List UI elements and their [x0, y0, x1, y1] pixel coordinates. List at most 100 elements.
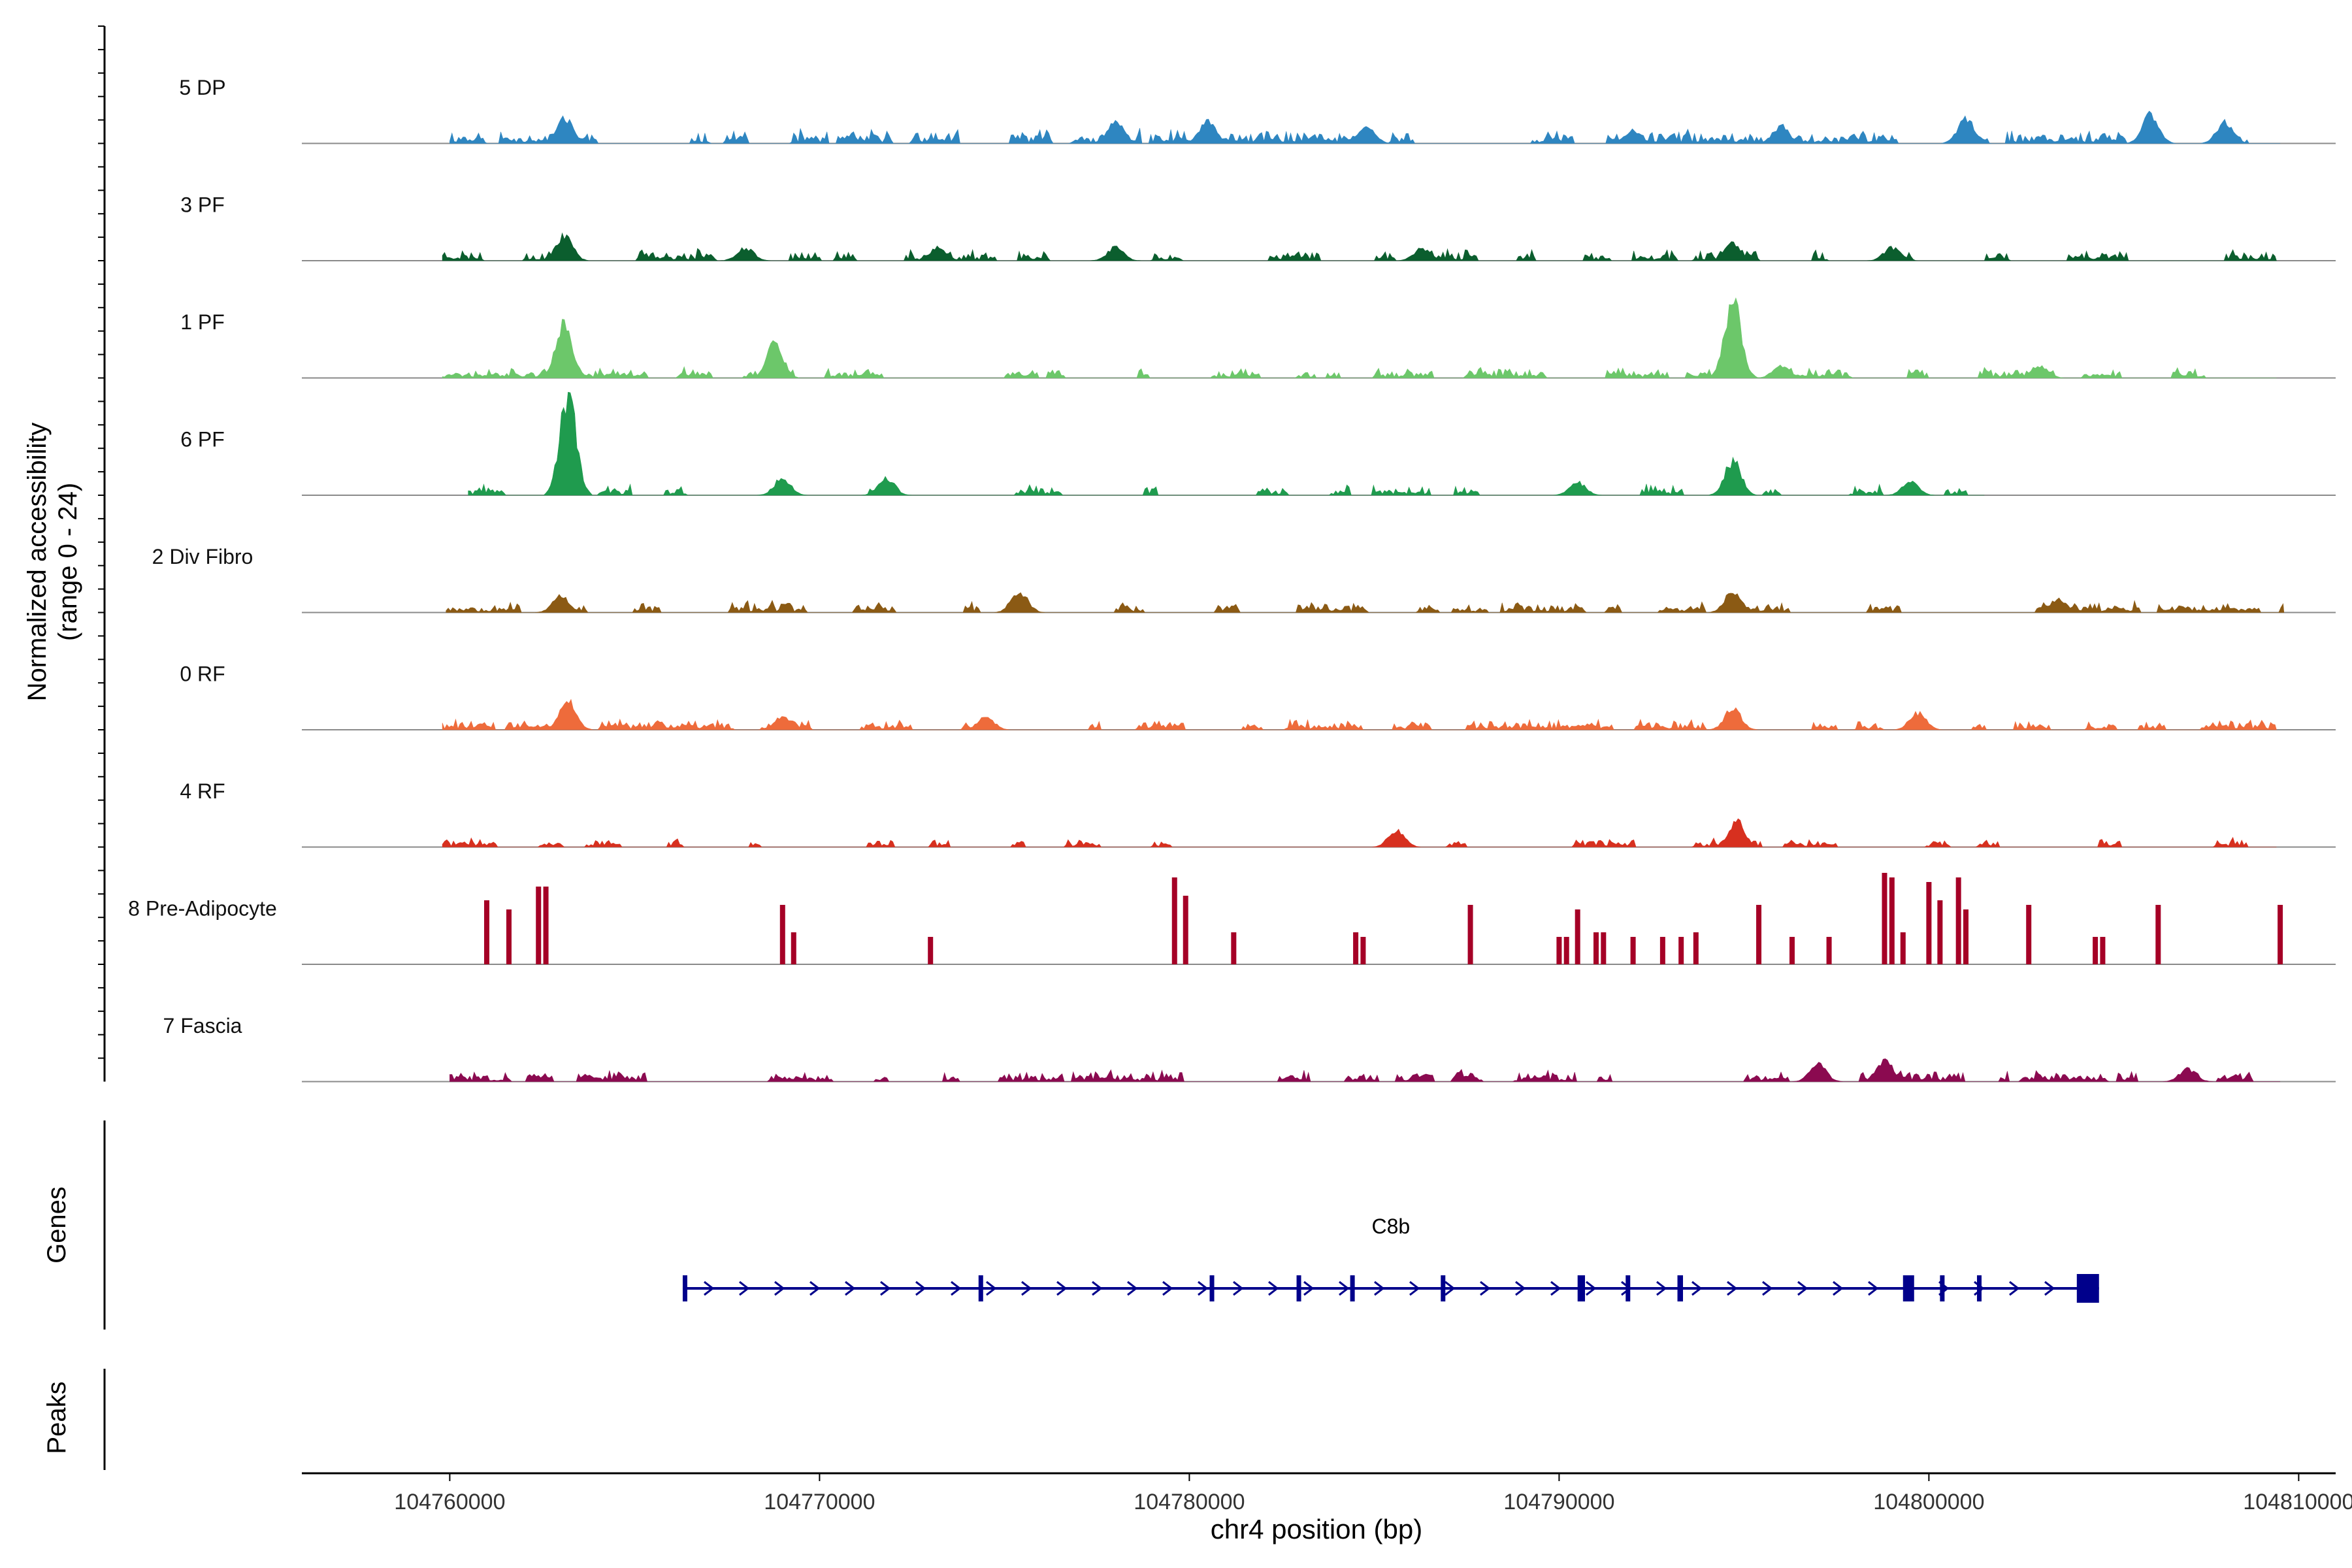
- track-label: 4 RF: [180, 779, 225, 803]
- gene-exon: [1677, 1275, 1684, 1301]
- coverage-bar: [2155, 905, 2161, 964]
- strand-arrow: [739, 1281, 750, 1296]
- coverage-bar: [1575, 909, 1580, 964]
- coverage-area: [442, 297, 2277, 378]
- coverage-bar: [1963, 909, 1968, 964]
- strand-arrow: [1727, 1281, 1738, 1296]
- peaks-panel-label: Peaks: [42, 1381, 71, 1454]
- strand-arrow: [880, 1281, 891, 1296]
- gene-exon: [1209, 1275, 1215, 1301]
- track-0-rf: 0 RF: [180, 662, 2336, 730]
- strand-arrow: [1021, 1281, 1032, 1296]
- coverage-bar: [1678, 937, 1684, 964]
- coverage-bar: [1467, 905, 1473, 964]
- strand-arrow: [1162, 1281, 1173, 1296]
- coverage-bar: [1593, 932, 1599, 964]
- track-5-dp: 5 DP: [179, 76, 2336, 144]
- gene-exon: [682, 1275, 687, 1301]
- x-tick-label: 104780000: [1134, 1490, 1245, 1514]
- strand-arrow: [1480, 1281, 1491, 1296]
- coverage-area: [468, 391, 1985, 496]
- coverage-bar: [2100, 937, 2106, 964]
- track-label: 5 DP: [179, 76, 225, 99]
- track-label: 6 PF: [180, 428, 225, 451]
- strand-arrow: [1691, 1281, 1703, 1296]
- y-axis-label-line1: Normalized accessibility: [23, 423, 52, 702]
- strand-arrow: [1303, 1281, 1315, 1296]
- coverage-area: [446, 592, 2285, 613]
- gene-exon: [1625, 1275, 1631, 1301]
- strand-arrow: [1445, 1281, 1456, 1296]
- gene-exon: [1350, 1275, 1355, 1301]
- strand-arrow: [1868, 1281, 1879, 1296]
- strand-arrow: [1833, 1281, 1844, 1296]
- strand-arrow: [1339, 1281, 1350, 1296]
- tracks-layer: 5 DP 3 PF 1 PF 6 PF 2 Div Fibro 0 RF 4 RF 8 Pre…: [128, 76, 2336, 1083]
- coverage-bar: [2026, 905, 2032, 964]
- track-7-fascia: 7 Fascia: [163, 1014, 2336, 1083]
- x-tick-label: 104800000: [1873, 1490, 1984, 1514]
- coverage-bar: [1601, 932, 1607, 964]
- coverage-bar: [1231, 932, 1237, 964]
- x-tick-label: 104760000: [394, 1490, 505, 1514]
- coverage-bar: [543, 887, 549, 964]
- coverage-bar: [2278, 905, 2283, 964]
- track-1-pf: 1 PF: [180, 297, 2336, 379]
- coverage-bar: [1693, 932, 1699, 964]
- gene-exon: [2076, 1274, 2099, 1303]
- x-tick-label: 104790000: [1503, 1490, 1614, 1514]
- coverage-bar: [1353, 932, 1359, 964]
- track-label: 3 PF: [180, 193, 225, 217]
- coverage-bar: [791, 932, 796, 964]
- strand-arrow: [1797, 1281, 1808, 1296]
- coverage-area: [442, 232, 2277, 261]
- coverage-bar: [1556, 937, 1562, 964]
- coverage-area: [442, 818, 2277, 847]
- coverage-area: [442, 698, 2277, 730]
- coverage-bar: [536, 887, 542, 964]
- gene-exon: [1903, 1275, 1914, 1301]
- strand-arrow: [1233, 1281, 1244, 1296]
- coverage-bar: [1955, 877, 1961, 964]
- strand-arrow: [1056, 1281, 1068, 1296]
- coverage-bar: [1630, 937, 1636, 964]
- gene-exon: [1296, 1275, 1301, 1301]
- axes-layer: 104760000 104770000 104780000 104790000 1048…: [98, 25, 2352, 1514]
- strand-arrow: [1515, 1281, 1526, 1296]
- strand-arrow: [1198, 1281, 1209, 1296]
- x-axis-label: chr4 position (bp): [1211, 1514, 1423, 1544]
- coverage-bar: [506, 909, 512, 964]
- strand-arrow: [1374, 1281, 1385, 1296]
- gene-exon: [1441, 1275, 1446, 1301]
- coverage-bar: [1756, 905, 1762, 964]
- track-2-div-fibro: 2 Div Fibro: [152, 545, 2336, 613]
- strand-arrow: [1762, 1281, 1773, 1296]
- gene-exon: [1940, 1275, 1945, 1301]
- track-label: 1 PF: [180, 310, 225, 334]
- coverage-bar: [1171, 877, 1177, 964]
- gene-name: C8b: [1372, 1215, 1411, 1238]
- strand-arrow: [704, 1281, 715, 1296]
- coverage-bar: [2093, 937, 2099, 964]
- track-8-pre-adipocyte: 8 Pre-Adipocyte: [128, 873, 2336, 965]
- coverage-bar: [1826, 937, 1832, 964]
- strand-arrow: [951, 1281, 962, 1296]
- strand-arrow: [2009, 1281, 2020, 1296]
- track-label: 7 Fascia: [163, 1014, 242, 1037]
- coverage-bar: [1926, 882, 1932, 964]
- strand-arrow: [1586, 1281, 1597, 1296]
- strand-arrow: [774, 1281, 785, 1296]
- coverage-bar: [1937, 900, 1943, 964]
- coverage-area: [449, 1058, 2281, 1082]
- track-4-rf: 4 RF: [180, 779, 2336, 848]
- coverage-bar: [928, 937, 934, 964]
- genes-panel-label: Genes: [42, 1186, 71, 1264]
- coverage-bar: [1563, 937, 1569, 964]
- y-axis-label-line2: (range 0 - 24): [54, 483, 82, 641]
- x-tick-label: 104810000: [2243, 1490, 2352, 1514]
- coverage-bar: [1360, 937, 1366, 964]
- strand-arrow: [2044, 1281, 2055, 1296]
- strand-arrow: [1268, 1281, 1279, 1296]
- strand-arrow: [1656, 1281, 1667, 1296]
- coverage-bar: [1183, 896, 1188, 964]
